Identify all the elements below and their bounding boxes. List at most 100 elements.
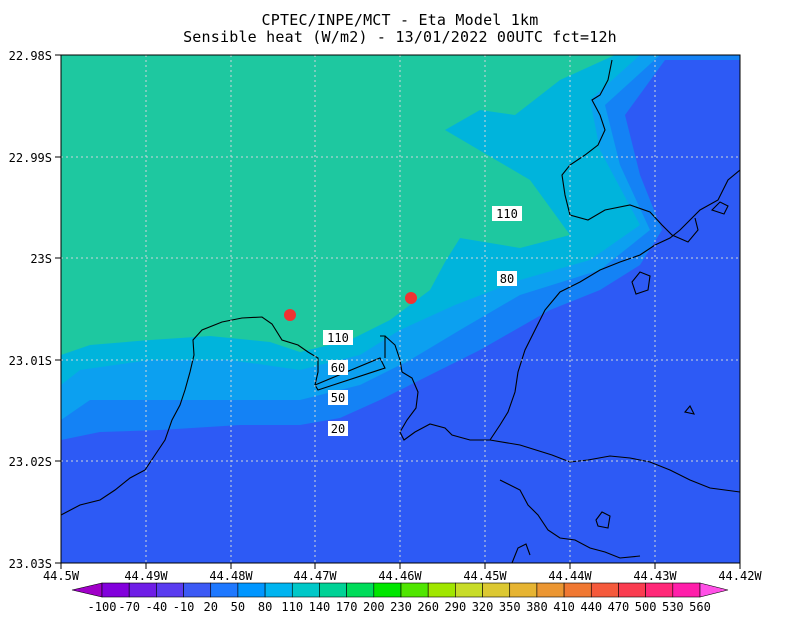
lat-axis-labels: 22.98S 22.99S 23S 23.01S 23.02S 23.03S <box>9 49 52 571</box>
colorbar-arrow-left <box>71 582 103 598</box>
colorbar-label: -10 <box>173 600 195 614</box>
contour-label: 20 <box>331 422 345 436</box>
lon-label: 44.5W <box>43 569 80 583</box>
colorbar-label: 110 <box>281 600 303 614</box>
colorbar-swatch <box>536 582 565 598</box>
colorbar-swatch <box>618 582 646 598</box>
coastline-mainland-west <box>61 316 319 516</box>
lat-label: 23.03S <box>9 557 52 571</box>
colorbar-swatch <box>563 582 592 598</box>
colorbar-swatch <box>590 582 619 598</box>
tick-marks <box>55 54 741 569</box>
contour-label-bg <box>328 421 348 436</box>
colorbar-label: 290 <box>445 600 467 614</box>
colorbar-label: 530 <box>662 600 684 614</box>
colorbar-label: 230 <box>390 600 412 614</box>
colorbar-swatch <box>128 582 157 598</box>
colorbar-swatch <box>400 582 429 598</box>
coastline-northeast <box>561 59 699 243</box>
colorbar-swatch <box>237 582 266 598</box>
colorbar <box>71 582 729 598</box>
map-title-line-1: CPTEC/INPE/MCT - Eta Model 1km <box>261 11 539 29</box>
pier-structure <box>314 335 403 391</box>
colorbar-label: 20 <box>204 600 218 614</box>
islet-4 <box>595 511 611 529</box>
colorbar-swatch <box>509 582 538 598</box>
colorbar-label: 500 <box>635 600 657 614</box>
lon-label: 44.49W <box>124 569 168 583</box>
colorbar-label: -70 <box>118 600 140 614</box>
colorbar-label: 470 <box>608 600 630 614</box>
station-marker <box>405 292 417 304</box>
colorbar-label: 410 <box>553 600 575 614</box>
colorbar-label: 380 <box>526 600 548 614</box>
colorbar-swatch <box>291 582 320 598</box>
colorbar-label: 50 <box>231 600 245 614</box>
lon-label: 44.42W <box>718 569 762 583</box>
grid <box>61 55 740 563</box>
lon-axis-labels: 44.5W 44.49W 44.48W 44.47W 44.46W 44.45W… <box>43 569 763 583</box>
colorbar-label: 200 <box>363 600 385 614</box>
colorbar-swatch <box>672 582 701 598</box>
lat-label: 22.98S <box>9 49 52 63</box>
lon-label: 44.43W <box>633 569 677 583</box>
colorbar-swatch <box>156 582 184 598</box>
contour-label: 110 <box>496 207 518 221</box>
colorbar-swatch <box>183 582 212 598</box>
colorbar-swatch <box>210 582 239 598</box>
colorbar-label: 320 <box>472 600 494 614</box>
lon-label: 44.46W <box>378 569 422 583</box>
colorbar-label: 260 <box>417 600 439 614</box>
station-markers <box>284 292 417 321</box>
colorbar-labels: -100 -70 -40 -10 20 50 80 110 140 170 200 230 260 290… <box>88 600 711 614</box>
colorbar-label: -100 <box>88 600 117 614</box>
colorbar-label: 560 <box>689 600 711 614</box>
coastline-point <box>399 371 740 493</box>
colorbar-swatch <box>455 582 483 598</box>
lat-label: 23.01S <box>9 354 52 368</box>
colorbar-swatch <box>319 582 347 598</box>
contour-label-bg <box>328 360 348 375</box>
contour-label: 80 <box>500 272 514 286</box>
lon-label: 44.48W <box>209 569 253 583</box>
colorbar-label: 350 <box>499 600 521 614</box>
field-above-110 <box>61 55 615 355</box>
colorbar-swatch <box>373 582 402 598</box>
colorbar-swatch <box>101 582 130 598</box>
colorbar-label: 170 <box>336 600 358 614</box>
lon-label: 44.47W <box>293 569 337 583</box>
lon-label: 44.44W <box>548 569 592 583</box>
contour-label: 50 <box>331 391 345 405</box>
lat-label: 22.99S <box>9 151 52 165</box>
contour-label-bg <box>492 206 522 221</box>
coastline-east-island <box>489 169 740 441</box>
colorbar-label: 440 <box>580 600 602 614</box>
islet-2 <box>631 271 651 295</box>
colorbar-swatch <box>346 582 375 598</box>
coastline-south-tip <box>511 543 531 563</box>
colorbar-swatch <box>482 582 511 598</box>
colorbar-arrow-right <box>699 582 729 598</box>
coastline <box>61 59 740 563</box>
islet-1 <box>710 201 729 215</box>
colorbar-label: 80 <box>258 600 272 614</box>
lat-label: 23.02S <box>9 455 52 469</box>
lat-label: 23S <box>30 252 52 266</box>
colorbar-label: 140 <box>309 600 331 614</box>
lon-label: 44.45W <box>463 569 507 583</box>
map-title-line-2: Sensible heat (W/m2) - 13/01/2022 00UTC … <box>183 28 617 46</box>
contour-label: 60 <box>331 361 345 375</box>
colorbar-swatch <box>645 582 674 598</box>
colorbar-swatch <box>264 582 293 598</box>
contour-label-bg <box>497 271 517 286</box>
contour-labels: 110 80 110 60 50 20 <box>323 206 522 436</box>
contour-label-bg <box>328 390 348 405</box>
colorbar-label: -40 <box>146 600 168 614</box>
colorbar-swatch <box>427 582 456 598</box>
contour-label: 110 <box>327 331 349 345</box>
station-marker <box>284 309 296 321</box>
coastline-south-bay <box>499 479 641 559</box>
islet-3 <box>683 405 696 415</box>
contour-label-bg <box>323 330 353 345</box>
